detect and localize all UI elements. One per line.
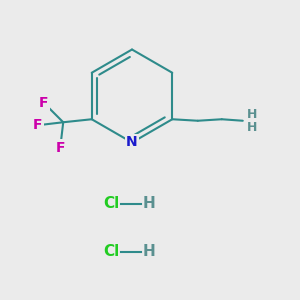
Text: H: H — [247, 108, 257, 121]
Text: H: H — [142, 196, 155, 211]
Text: N: N — [244, 114, 256, 128]
Text: H: H — [142, 244, 155, 260]
Text: F: F — [33, 118, 43, 132]
Text: Cl: Cl — [104, 196, 120, 211]
Text: N: N — [126, 136, 138, 149]
Text: Cl: Cl — [104, 244, 120, 260]
Text: H: H — [247, 121, 257, 134]
Text: F: F — [56, 141, 65, 155]
Text: F: F — [39, 96, 49, 110]
